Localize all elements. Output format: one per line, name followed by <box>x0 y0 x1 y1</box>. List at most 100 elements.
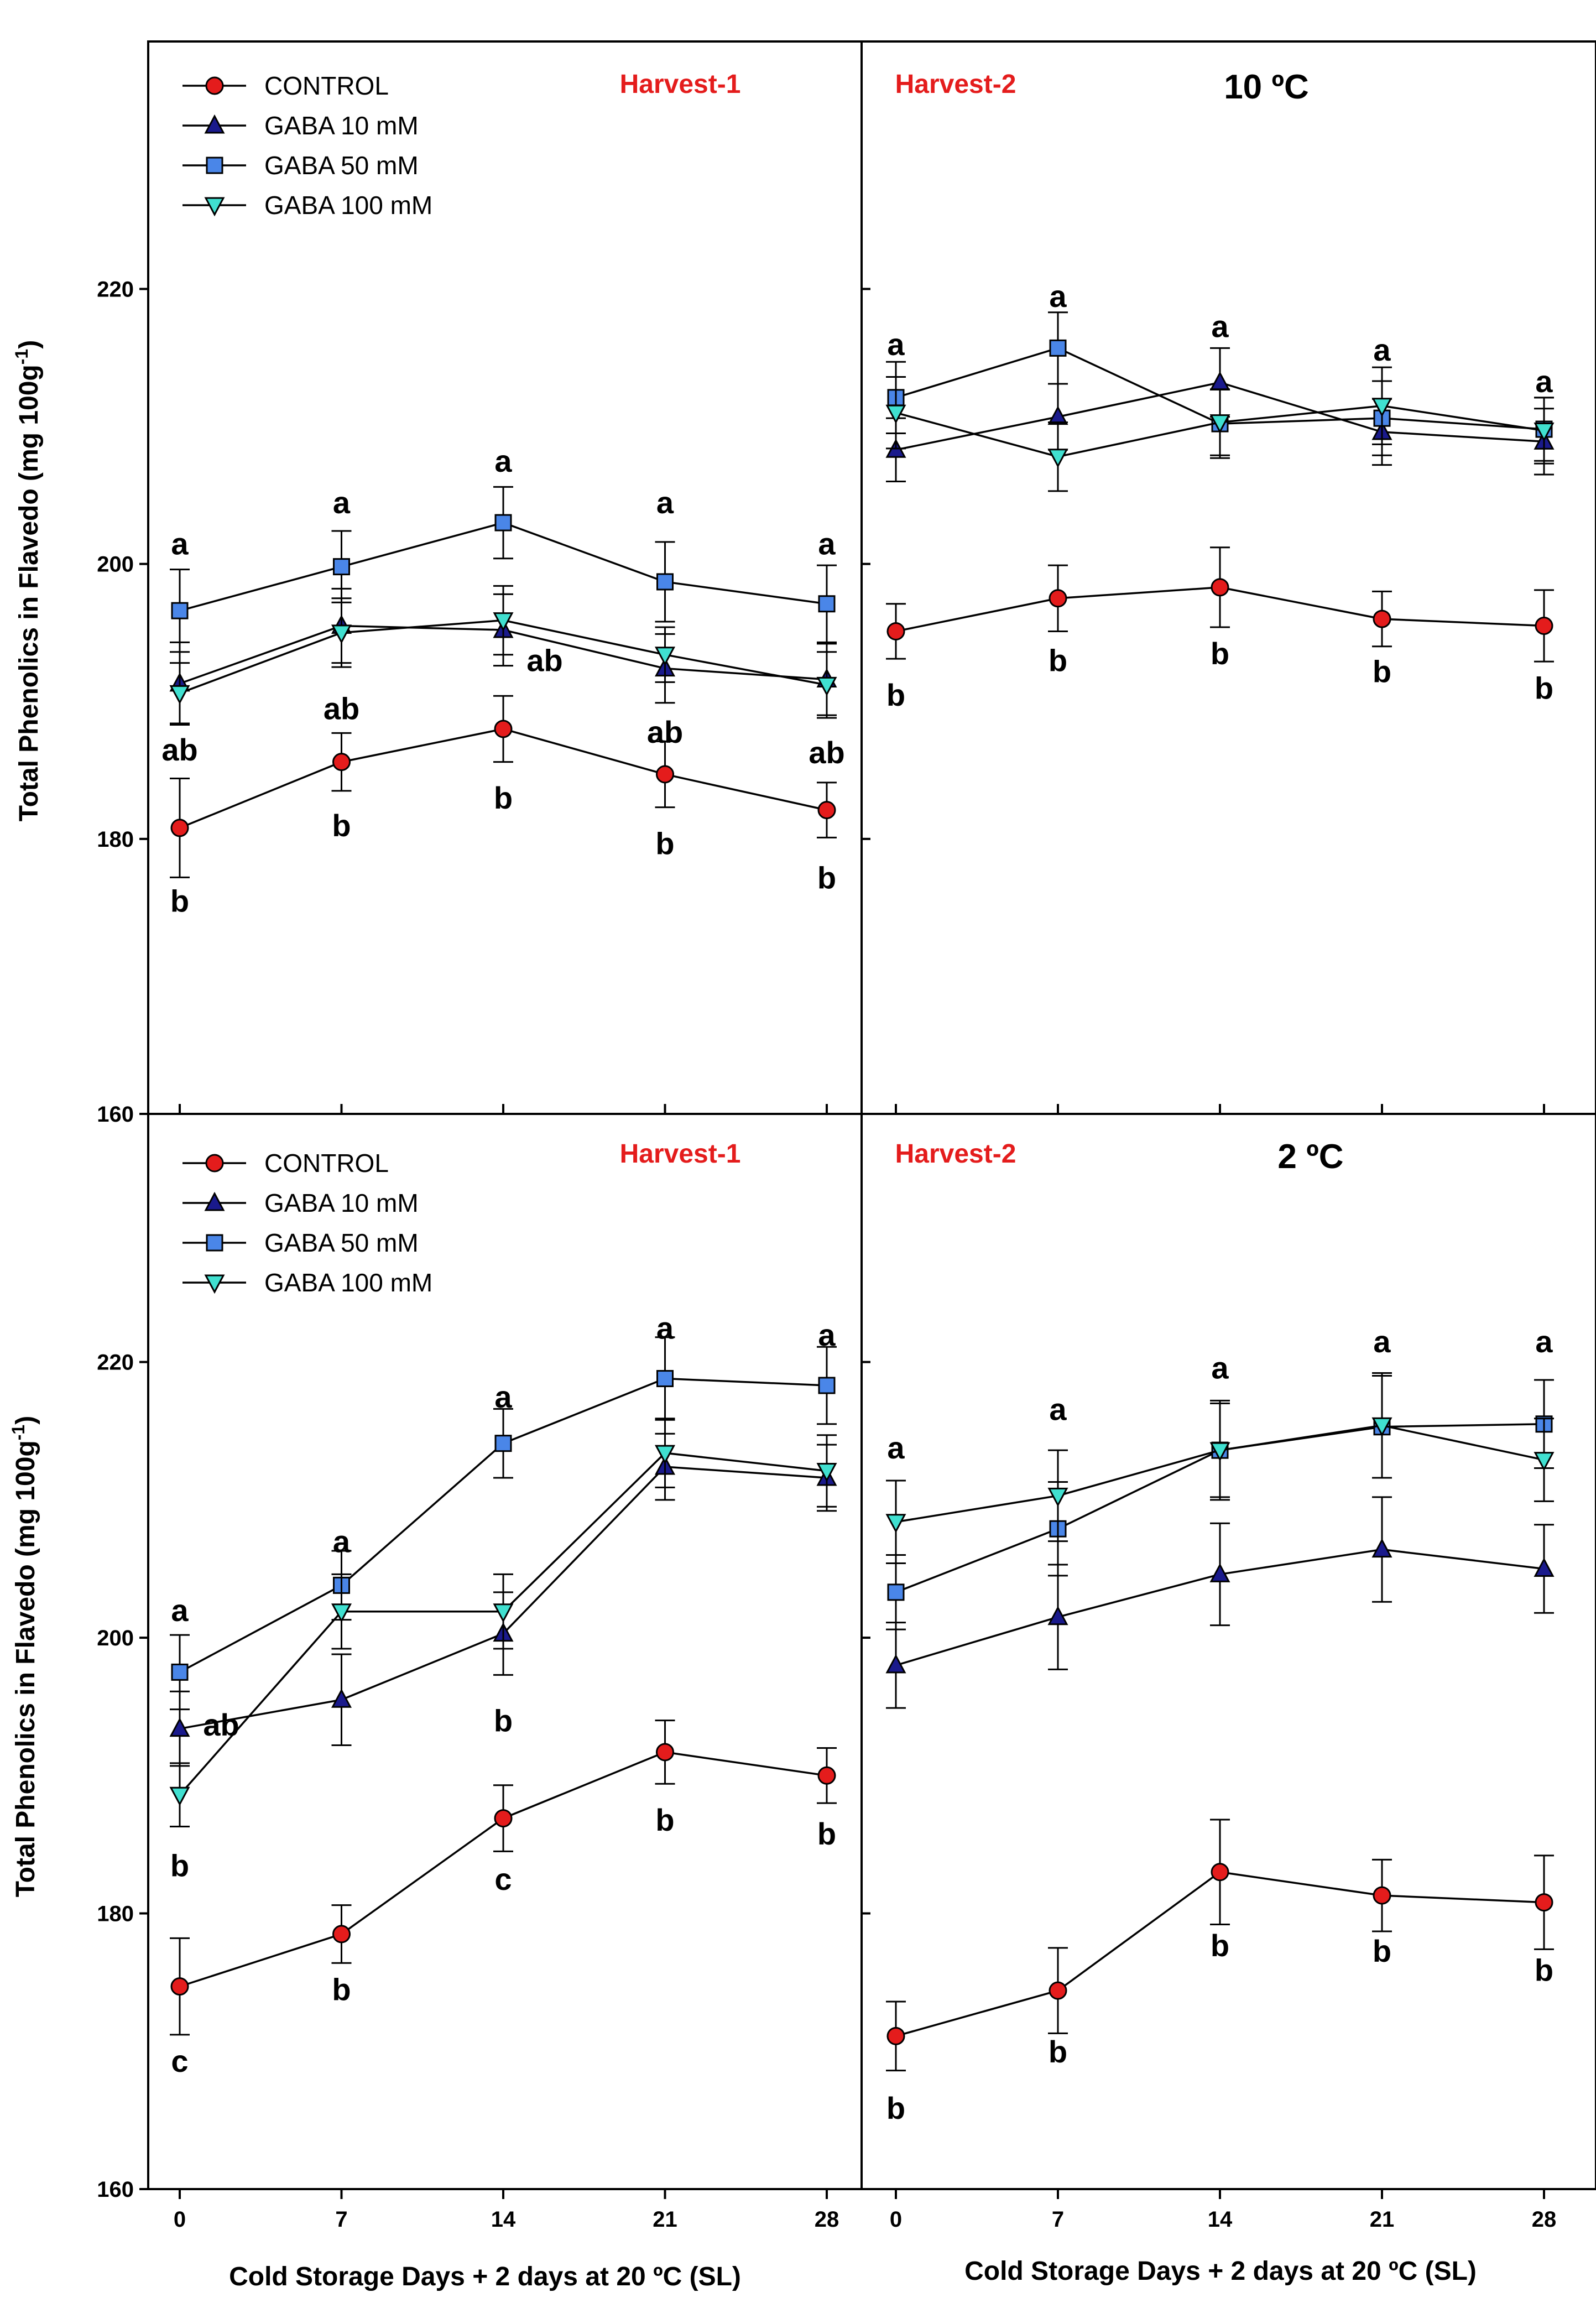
legend-label: GABA 10 mM <box>264 111 419 140</box>
significance-letter: a <box>887 327 905 362</box>
data-point <box>1534 1557 1555 1577</box>
significance-letter: b <box>332 1972 351 2007</box>
data-point <box>818 595 836 613</box>
significance-letter: a <box>171 526 189 561</box>
legend-marker <box>205 1154 224 1173</box>
significance-letter: a <box>818 1317 836 1352</box>
significance-letter: b <box>1211 636 1229 671</box>
data-point <box>1371 398 1392 417</box>
significance-letter: b <box>886 678 905 712</box>
series-control <box>886 546 1554 663</box>
data-point <box>886 622 905 640</box>
x-tick-label: 21 <box>1370 2207 1395 2232</box>
significance-letter: c <box>494 1862 512 1897</box>
data-point <box>493 1603 514 1623</box>
legend-label: CONTROL <box>264 71 389 100</box>
y-tick-label: 200 <box>97 1626 134 1650</box>
legend-label: GABA 10 mM <box>264 1189 419 1217</box>
y-tick-label: 180 <box>97 1902 134 1926</box>
data-point <box>656 1743 674 1762</box>
data-point <box>1209 1563 1230 1582</box>
data-point <box>1373 1886 1391 1905</box>
significance-letter: b <box>494 1703 513 1738</box>
series-control <box>170 695 837 878</box>
significance-letter: ab <box>526 643 562 678</box>
data-point <box>816 676 837 696</box>
significance-letter: b <box>1373 654 1391 689</box>
harvest-label: Harvest-2 <box>895 1139 1016 1169</box>
y-tick-label: 220 <box>97 277 134 301</box>
significance-letter: a <box>1535 364 1553 399</box>
significance-letter: c <box>171 2044 188 2078</box>
data-point <box>169 1786 190 1806</box>
legend-marker <box>205 76 224 95</box>
data-point <box>656 1370 674 1388</box>
x-tick-label: 14 <box>491 2207 516 2232</box>
x-tick-label: 0 <box>890 2207 902 2232</box>
data-point <box>331 1603 352 1623</box>
data-point <box>1371 1538 1392 1558</box>
data-point <box>1209 1442 1230 1462</box>
significance-letter: a <box>333 485 351 520</box>
legend-marker <box>204 197 225 217</box>
data-point <box>1211 1863 1229 1882</box>
significance-letter: a <box>887 1430 905 1465</box>
series-gaba100 <box>169 1418 837 1828</box>
significance-letter: b <box>1373 1934 1391 1968</box>
significance-letter: ab <box>203 1707 239 1742</box>
significance-letter: b <box>1535 670 1553 705</box>
x-tick-label: 28 <box>1532 2207 1557 2232</box>
data-point <box>1534 1452 1555 1471</box>
significance-letter: a <box>1211 1351 1229 1385</box>
y-tick-label: 200 <box>97 553 134 577</box>
significance-letter: a <box>818 526 836 561</box>
series-gaba100 <box>885 366 1555 492</box>
legend-marker <box>204 114 225 134</box>
significance-letter: b <box>494 780 513 815</box>
significance-letter: ab <box>324 691 359 726</box>
data-point <box>1049 589 1067 608</box>
x-tick-label: 14 <box>1208 2207 1233 2232</box>
data-point <box>1049 339 1067 357</box>
data-point <box>493 612 514 632</box>
y-axis-title-bottom: Total Phenolics in Flavedo (mg 100g-1) <box>8 1416 40 1897</box>
harvest-label: Harvest-1 <box>620 70 741 99</box>
data-point <box>656 573 674 591</box>
data-point <box>885 1514 906 1533</box>
legend-label: GABA 50 mM <box>264 1228 419 1257</box>
panel-top-right: a b a b a b a b a b Harvest-2 10 ºC <box>860 40 1596 1115</box>
data-point <box>655 647 675 666</box>
panel-top-left: 160 180 200 220 a ab b a ab b a ab b a ab b a ab b Harvest-… <box>97 40 863 1127</box>
x-axis-title-left: Cold Storage Days + 2 days at 20 ºC (SL) <box>229 2262 741 2291</box>
data-point <box>1047 1487 1068 1507</box>
significance-letter: a <box>656 1310 674 1345</box>
significance-letter: a <box>494 444 512 478</box>
data-point <box>333 558 350 576</box>
significance-letter: a <box>656 485 674 520</box>
panel-bottom-right: 0 7 14 21 28 a b a b a b a b a b Harvest-2 2 ºC <box>860 1113 1596 2232</box>
legend-marker <box>206 157 223 174</box>
data-point <box>169 1717 190 1737</box>
significance-letter: a <box>1049 279 1067 314</box>
harvest-label: Harvest-1 <box>620 1139 741 1169</box>
data-point <box>1049 1981 1067 2000</box>
legend-marker <box>204 1191 225 1211</box>
data-point <box>655 1445 675 1465</box>
x-axis-title-right: Cold Storage Days + 2 days at 20 ºC (SL) <box>964 2257 1477 2286</box>
data-point <box>817 801 836 820</box>
data-point <box>331 624 352 644</box>
legend-label: GABA 100 mM <box>264 1268 432 1297</box>
temperature-label: 2 ºC <box>1277 1138 1343 1176</box>
legend: CONTROL GABA 10 mM GABA 50 mM GABA 100 mM <box>182 71 432 220</box>
significance-letter: a <box>1211 309 1229 344</box>
series-gaba50 <box>170 486 837 653</box>
data-point <box>171 1663 189 1681</box>
x-tick-label: 21 <box>653 2207 677 2232</box>
significance-letter: ab <box>161 732 197 767</box>
legend-label: GABA 50 mM <box>264 151 419 180</box>
data-point <box>1047 449 1068 468</box>
significance-letter: a <box>171 1593 189 1628</box>
x-tick-label: 0 <box>174 2207 186 2232</box>
data-point <box>1373 609 1391 628</box>
temperature-label: 10 ºC <box>1224 68 1309 106</box>
